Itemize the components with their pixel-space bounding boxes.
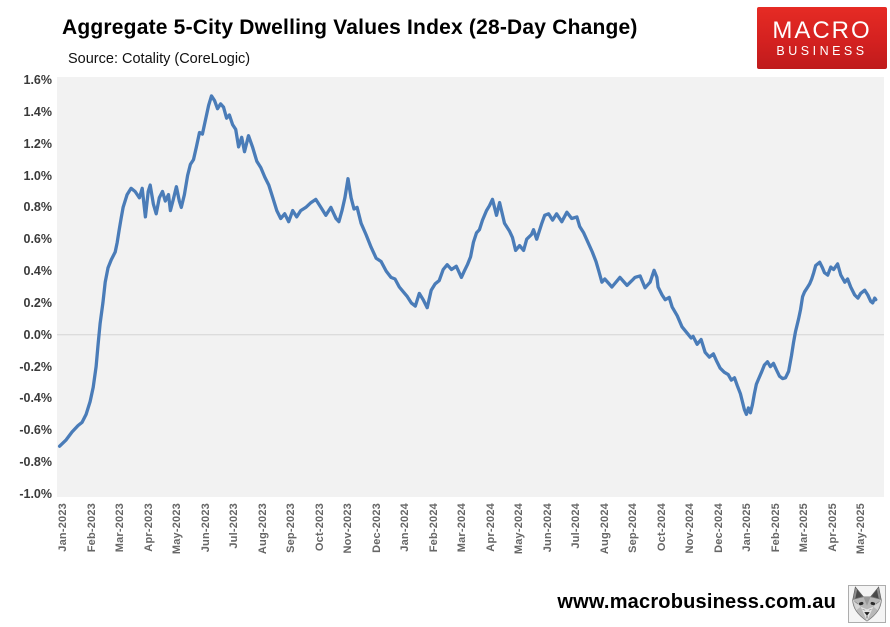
data-line-series (57, 94, 878, 448)
chart-source-label: Source: Cotality (CoreLogic) (68, 51, 251, 67)
y-tick-label: -0.2% (19, 359, 52, 374)
x-tick-label: Jan-2023 (57, 503, 69, 552)
x-tick-label: Dec-2024 (712, 503, 725, 553)
x-tick-label: Nov-2024 (684, 503, 696, 554)
y-tick-label: 1.0% (23, 168, 53, 183)
x-tick-label: Mar-2023 (114, 503, 126, 553)
x-tick-label: Jan-2025 (741, 503, 753, 552)
fox-logo (848, 585, 886, 623)
y-tick-label: 0.2% (23, 295, 53, 310)
x-tick-label: Feb-2025 (769, 503, 782, 553)
y-tick-label: -0.4% (19, 391, 52, 406)
page-title: Aggregate 5-City Dwelling Values Index (… (62, 16, 638, 39)
y-tick-label: 1.4% (23, 104, 53, 119)
x-tick-label: Jan-2024 (399, 503, 411, 552)
y-tick-label: -1.0% (19, 487, 52, 501)
x-tick-label: Apr-2024 (484, 503, 497, 552)
x-tick-label: May-2025 (855, 503, 867, 555)
x-tick-label: Apr-2025 (826, 503, 839, 552)
footer-url-link[interactable]: www.macrobusiness.com.au (557, 591, 836, 613)
x-tick-label: Dec-2023 (370, 503, 383, 553)
x-tick-label: Aug-2024 (598, 503, 611, 555)
fox-icon (849, 586, 885, 622)
x-tick-label: Jul-2023 (228, 503, 240, 549)
x-tick-label: Mar-2024 (456, 503, 468, 553)
y-tick-label: 1.2% (23, 136, 53, 151)
x-tick-label: Feb-2023 (85, 503, 98, 553)
logo-text-macro: MACRO (772, 16, 872, 44)
x-tick-label: May-2024 (513, 503, 525, 555)
x-tick-label: Oct-2023 (313, 503, 326, 552)
x-tick-label: Feb-2024 (427, 503, 440, 553)
logo-text-business: BUSINESS (776, 43, 868, 58)
y-tick-label: -0.6% (19, 423, 52, 438)
y-tick-label: -0.8% (19, 455, 52, 470)
x-tick-label: Aug-2023 (256, 503, 269, 555)
x-tick-label: Apr-2023 (142, 503, 155, 552)
x-tick-label: May-2023 (171, 503, 183, 555)
x-tick-label: Sep-2024 (627, 503, 639, 553)
y-tick-label: 0.0% (23, 327, 53, 342)
x-tick-label: Sep-2023 (285, 503, 297, 553)
y-tick-label: 0.4% (23, 264, 53, 279)
y-tick-label: 0.6% (23, 232, 53, 247)
x-tick-label: Mar-2025 (798, 503, 810, 553)
y-tick-label: 0.8% (23, 200, 53, 215)
x-tick-label: Nov-2023 (342, 503, 354, 554)
x-tick-label: Oct-2024 (655, 503, 668, 552)
macrobusiness-logo[interactable]: MACRO BUSINESS (757, 7, 887, 69)
x-tick-label: Jun-2024 (541, 503, 554, 553)
x-tick-label: Jul-2024 (570, 503, 582, 549)
x-tick-label: Jun-2023 (199, 503, 212, 553)
y-tick-label: 1.6% (23, 73, 53, 87)
